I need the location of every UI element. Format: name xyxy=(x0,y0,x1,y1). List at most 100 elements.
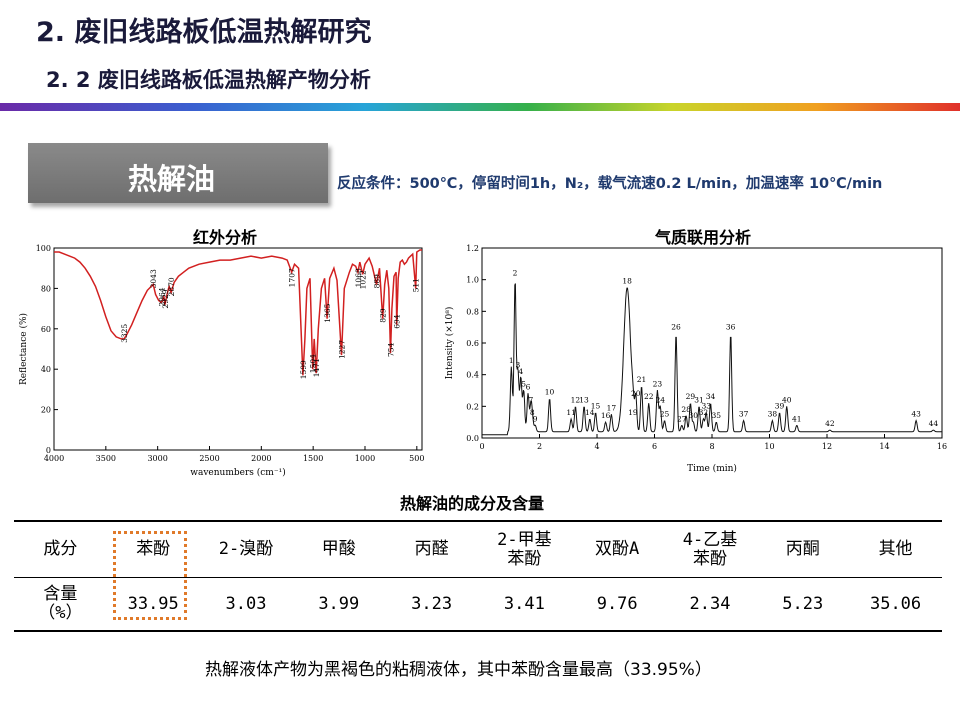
peak-label: 1 xyxy=(509,356,514,365)
peak-label: 24 xyxy=(655,395,665,404)
x-tick-label: 2000 xyxy=(251,454,271,463)
peak-label: 39 xyxy=(775,402,785,411)
table-row: 含量 （%） 33.95 3.03 3.99 3.23 3.41 9.76 2.34 5.23 35… xyxy=(14,578,942,630)
peak-annotation: 2929 xyxy=(161,289,170,308)
section-subtitle: 2. 2 废旧线路板低温热解产物分析 xyxy=(46,68,371,92)
value-cell-0: 含量 （%） xyxy=(38,584,83,623)
y-axis-label: Reflectance (%) xyxy=(18,313,29,385)
x-tick-label: 500 xyxy=(409,454,424,463)
ir-spectrum-line xyxy=(54,249,422,376)
peak-annotation: 1227 xyxy=(337,340,346,359)
plot-frame xyxy=(481,247,943,439)
peak-annotation: 2964 xyxy=(157,287,166,306)
x-tick-label: 4 xyxy=(594,442,599,451)
header-cell-4: 丙醛 xyxy=(414,539,449,559)
x-tick-label: 12 xyxy=(822,442,832,451)
x-axis-label: wavenumbers (cm⁻¹) xyxy=(190,467,285,478)
peak-label: 27 xyxy=(677,414,687,423)
peak-label: 26 xyxy=(671,323,681,332)
peak-label: 20 xyxy=(631,389,641,398)
peak-annotation: 694 xyxy=(393,314,402,329)
peak-label: 14 xyxy=(585,408,595,417)
peak-label: 12 xyxy=(571,395,581,404)
y-tick-label: 1.2 xyxy=(466,244,479,253)
peak-annotation: 754 xyxy=(386,342,395,357)
peak-annotation: 3043 xyxy=(149,269,158,288)
x-tick-label: 16 xyxy=(937,442,947,451)
peak-label: 40 xyxy=(782,395,792,404)
header-cell-5: 2-甲基 苯酚 xyxy=(497,529,552,569)
peak-label: 7 xyxy=(528,395,533,404)
x-tick-label: 1500 xyxy=(303,454,323,463)
x-tick-label: 14 xyxy=(879,442,889,451)
peak-label: 16 xyxy=(601,411,611,420)
peak-annotation: 1068 xyxy=(354,268,363,287)
peak-label: 6 xyxy=(526,383,531,392)
peak-annotation: 829 xyxy=(379,308,388,323)
peak-label: 43 xyxy=(911,410,921,419)
ir-panel-label: 红外分析 xyxy=(193,228,258,247)
y-tick-label: 0.2 xyxy=(466,402,479,411)
peak-label: 5 xyxy=(521,380,526,389)
conclusion-text: 热解液体产物为黑褐色的粘稠液体，其中苯酚含量最高（33.95%） xyxy=(205,660,712,680)
value-cell-5: 3.41 xyxy=(503,593,545,614)
peak-label: 29 xyxy=(686,392,696,401)
y-tick-label: 1.0 xyxy=(466,276,479,285)
x-tick-label: 2500 xyxy=(199,454,219,463)
peak-label: 35 xyxy=(712,411,722,420)
pyrolysis-oil-tag: 热解油 xyxy=(28,143,328,203)
peak-label: 41 xyxy=(792,414,802,423)
peak-label: 23 xyxy=(653,380,663,389)
y-tick-label: 20 xyxy=(41,406,51,415)
x-tick-label: 4000 xyxy=(44,454,64,463)
peak-annotation: 1707 xyxy=(288,268,297,287)
value-cell-3: 3.99 xyxy=(318,593,360,614)
peak-label: 30 xyxy=(689,411,699,420)
peak-label: 31 xyxy=(694,395,704,404)
peak-label: 28 xyxy=(681,405,691,414)
x-axis-label: Time (min) xyxy=(687,463,737,474)
peak-annotation: 889 xyxy=(372,274,381,289)
plot-frame xyxy=(53,247,423,451)
peak-label: 11 xyxy=(566,408,576,417)
y-axis-label: Intensity (×10⁸) xyxy=(444,307,455,380)
phenol-highlight-box xyxy=(113,531,187,620)
peak-label: 34 xyxy=(706,392,716,401)
y-tick-label: 0.6 xyxy=(466,339,479,348)
header-cell-0: 成分 xyxy=(43,539,78,559)
y-tick-label: 0 xyxy=(46,446,51,455)
y-tick-label: 40 xyxy=(41,365,51,374)
peak-label: 17 xyxy=(607,403,617,412)
header-cell-2: 2-溴酚 xyxy=(218,539,274,559)
peak-annotation: 1504 xyxy=(309,354,318,373)
peak-label: 10 xyxy=(545,387,555,396)
value-cell-9: 35.06 xyxy=(869,593,922,614)
header-cell-7: 4-乙基 苯酚 xyxy=(682,529,738,569)
y-tick-label: 80 xyxy=(41,284,51,293)
peak-annotation: 1599 xyxy=(299,360,308,379)
peak-label: 37 xyxy=(739,410,749,419)
x-tick-label: 3000 xyxy=(147,454,167,463)
header-cell-1: 苯酚 xyxy=(136,539,171,559)
x-tick-label: 8 xyxy=(709,442,714,451)
y-tick-label: 0.4 xyxy=(466,371,479,380)
peak-label: 36 xyxy=(726,323,736,332)
rainbow-divider xyxy=(0,103,960,111)
x-tick-label: 10 xyxy=(764,442,774,451)
header-cell-3: 甲酸 xyxy=(321,539,356,559)
x-tick-label: 0 xyxy=(479,442,484,451)
header-cell-8: 丙酮 xyxy=(785,539,820,559)
peak-annotation: 1022 xyxy=(359,270,368,289)
peak-label: 2 xyxy=(513,269,518,278)
peak-annotation: 511 xyxy=(412,278,421,292)
table-header-row: 成分 苯酚 2-溴酚 甲酸 丙醛 2-甲基 苯酚 双酚A 4-乙基 苯酚 丙酮 其他 xyxy=(14,522,942,578)
chromatogram-line xyxy=(482,283,942,436)
peak-label: 33 xyxy=(701,402,711,411)
value-cell-2: 3.03 xyxy=(225,593,267,614)
value-cell-7: 2.34 xyxy=(689,593,731,614)
table-title: 热解油的成分及含量 xyxy=(400,494,545,513)
peak-annotation: 1471 xyxy=(312,358,321,377)
y-tick-label: 100 xyxy=(36,244,51,253)
x-tick-label: 1000 xyxy=(355,454,375,463)
